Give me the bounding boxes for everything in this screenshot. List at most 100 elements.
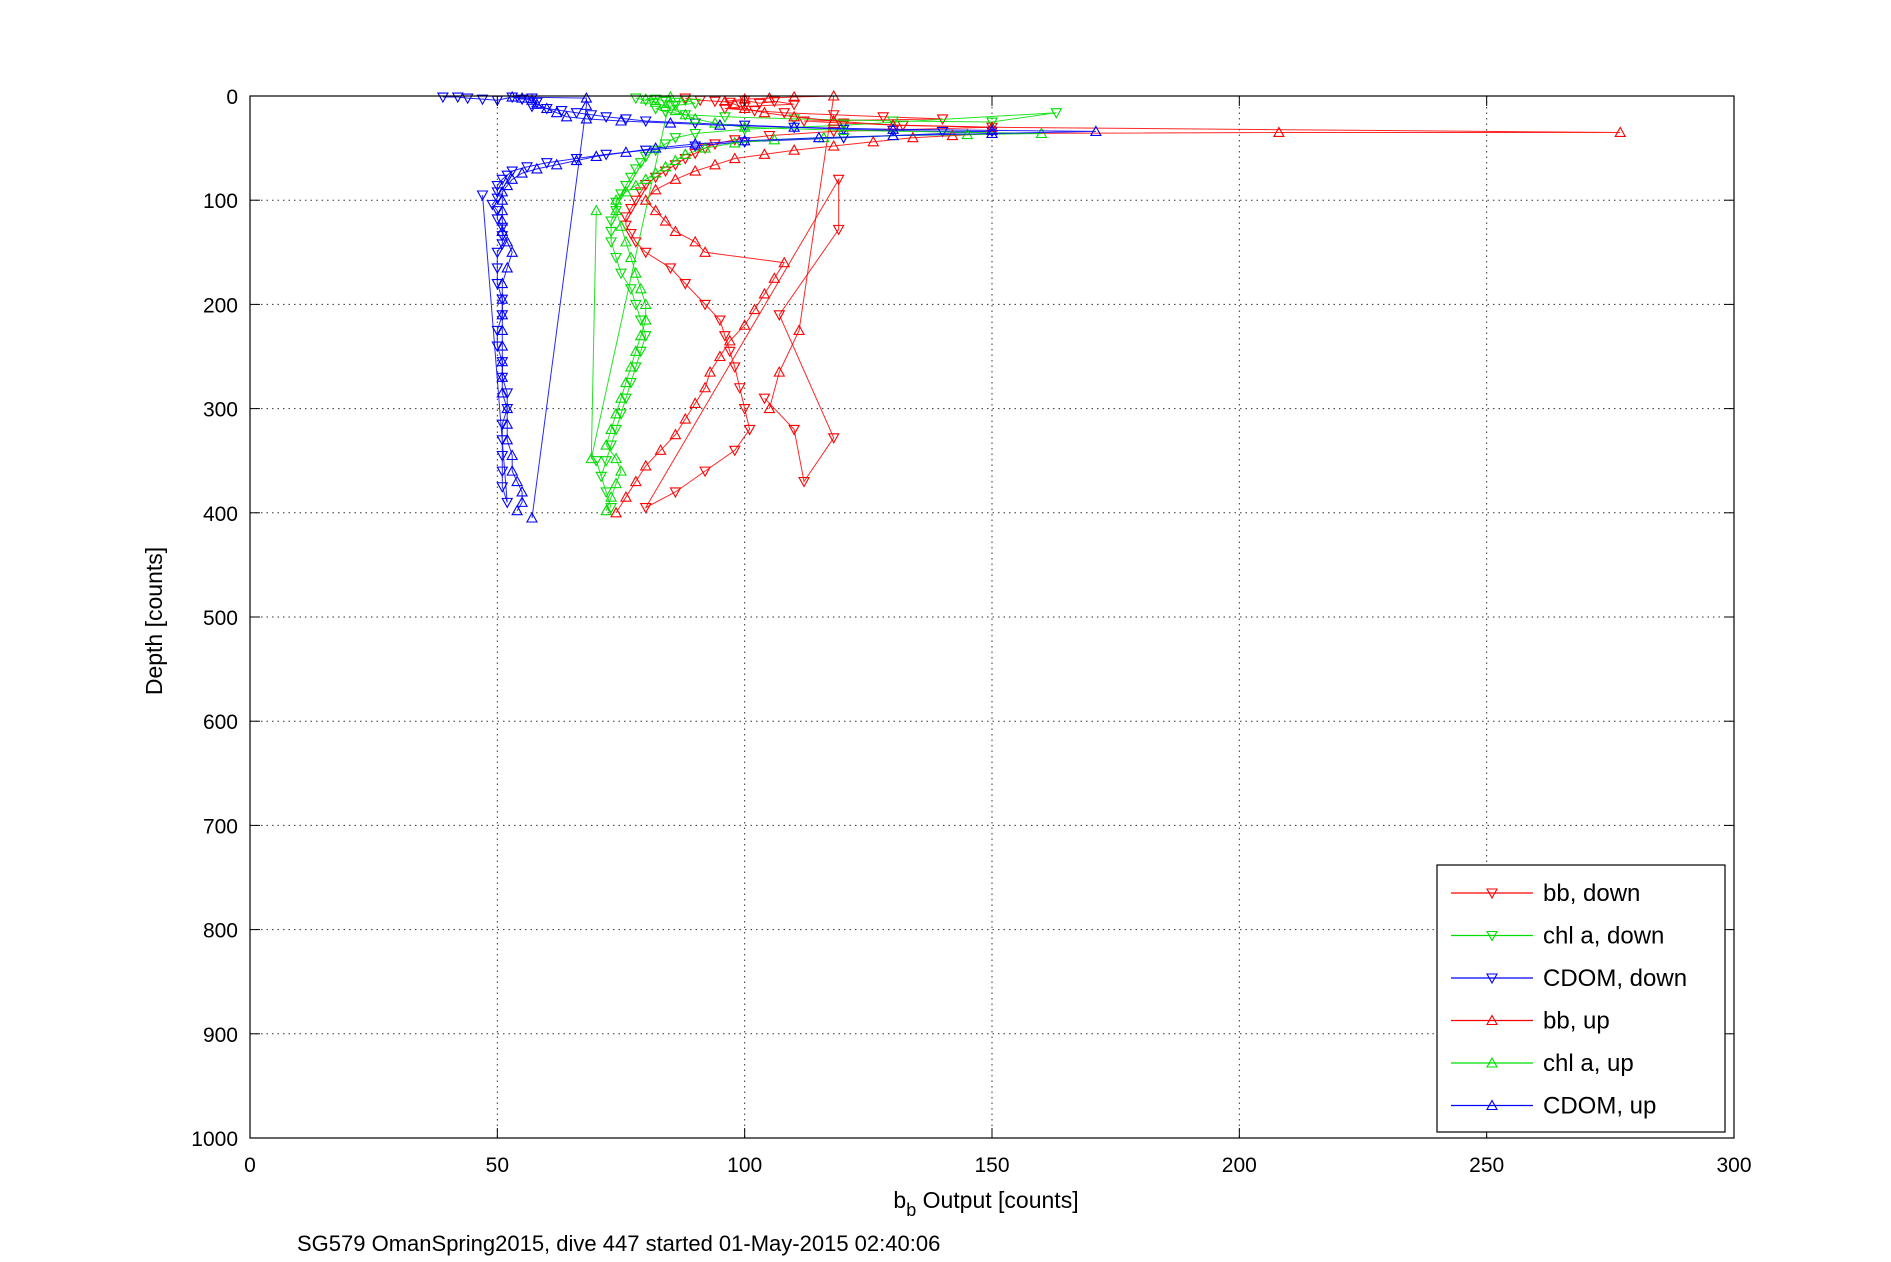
data-point: [649, 183, 662, 195]
data-point: [649, 145, 662, 157]
data-point: [634, 329, 647, 341]
data-point: [738, 319, 751, 330]
data-point: [496, 371, 509, 382]
data-point: [580, 112, 593, 124]
series-line: [615, 95, 1621, 514]
data-point: [501, 179, 514, 191]
data-point: [768, 272, 781, 283]
data-point: [713, 350, 726, 362]
data-point: [798, 116, 810, 128]
data-point: [679, 108, 692, 120]
data-point: [610, 452, 622, 464]
legend-label: bb, up: [1543, 1008, 1610, 1035]
data-point: [629, 93, 642, 105]
data-point: [605, 216, 618, 228]
data-point: [669, 225, 682, 237]
data-point: [506, 449, 519, 461]
data-point: [496, 293, 509, 304]
data-point: [699, 466, 712, 478]
data-point: [639, 145, 652, 157]
data-point: [659, 214, 672, 226]
data-point: [877, 112, 890, 123]
data-point: [624, 360, 637, 372]
legend-label: chl a, down: [1543, 923, 1664, 950]
data-point: [516, 485, 529, 497]
data-point: [526, 94, 538, 105]
y-tick-label: 700: [203, 815, 238, 838]
data-point: [580, 91, 593, 103]
data-point: [649, 141, 662, 153]
data-point: [689, 397, 702, 408]
data-point: [669, 97, 682, 109]
data-point: [718, 103, 731, 115]
legend-label: bb, down: [1543, 880, 1640, 907]
data-point: [837, 124, 850, 135]
data-point: [550, 106, 563, 118]
legend-label: CDOM, down: [1543, 965, 1687, 992]
data-point: [496, 214, 509, 226]
data-point: [615, 464, 627, 476]
data-point: [689, 112, 702, 124]
data-point: [570, 108, 583, 119]
data-point: [679, 93, 692, 105]
data-point: [728, 152, 741, 164]
data-point: [629, 345, 642, 356]
data-point: [758, 106, 771, 118]
data-point: [639, 173, 652, 184]
data-point: [570, 154, 583, 166]
series-layer: [436, 89, 1627, 523]
data-point: [654, 444, 667, 455]
data-point: [506, 173, 519, 184]
data-point: [718, 331, 731, 342]
data-point: [496, 450, 509, 462]
data-point: [496, 194, 509, 205]
data-point: [605, 226, 618, 238]
data-point: [585, 452, 598, 464]
data-point: [610, 252, 622, 264]
data-point: [590, 150, 603, 161]
data-point: [649, 204, 662, 216]
data-point: [590, 204, 603, 216]
data-point: [629, 299, 642, 311]
data-point: [778, 256, 791, 268]
data-point: [629, 195, 642, 207]
data-point: [788, 424, 801, 436]
data-point: [629, 179, 642, 191]
data-point: [699, 141, 712, 153]
data-point: [798, 476, 810, 488]
data-point: [738, 134, 751, 146]
data-point: [496, 174, 509, 186]
data-point: [788, 99, 801, 111]
data-point: [812, 131, 825, 143]
data-point: [624, 251, 637, 263]
data-point: [728, 362, 741, 374]
data-point: [773, 365, 786, 377]
data-point: [758, 393, 771, 405]
x-tick-label: 50: [486, 1154, 509, 1177]
data-point: [451, 92, 464, 104]
data-point: [496, 482, 509, 493]
data-point: [496, 308, 509, 320]
data-point: [486, 199, 499, 211]
series-line: [595, 97, 1057, 508]
data-point: [689, 128, 702, 140]
data-point: [1272, 126, 1285, 138]
y-tick-label: 400: [203, 503, 238, 526]
data-point: [550, 158, 563, 170]
data-point: [620, 146, 632, 157]
data-point: [689, 148, 702, 160]
data-point: [600, 487, 613, 499]
data-point: [689, 164, 702, 176]
data-point: [709, 158, 721, 170]
data-point: [496, 466, 509, 478]
data-point: [832, 224, 845, 236]
data-point: [788, 144, 801, 155]
y-tick-label: 200: [203, 294, 238, 317]
data-point: [986, 117, 998, 129]
data-point: [491, 181, 504, 192]
data-point: [709, 116, 721, 128]
data-point: [689, 141, 702, 153]
data-point: [639, 151, 652, 163]
data-point: [639, 313, 652, 325]
data-point: [827, 114, 840, 126]
